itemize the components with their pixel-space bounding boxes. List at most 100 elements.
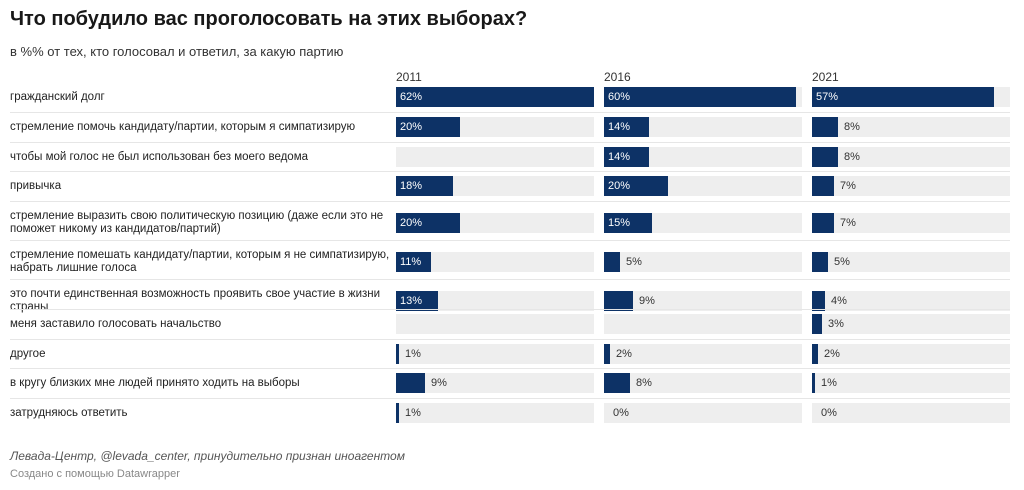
bar-track: 15% [604, 213, 802, 233]
bar-track: 57% [812, 87, 1010, 107]
category-label: чтобы мой голос не был использован без м… [10, 150, 308, 163]
bar-track: 9% [396, 373, 594, 393]
bar-track: 14% [604, 147, 802, 167]
bar-2011 [396, 344, 399, 364]
bar-2021 [812, 117, 838, 137]
source-note: Левада-Центр, @levada_center, принудител… [10, 449, 405, 463]
value-label: 18% [400, 180, 423, 192]
value-label: 62% [400, 91, 423, 103]
bar-track: 11% [396, 252, 594, 272]
category-label: привычка [10, 179, 62, 192]
year-header-2011: 2011 [396, 70, 422, 84]
bar-2021 [812, 291, 825, 311]
bar-2016 [604, 147, 649, 167]
bar-2016 [604, 213, 652, 233]
value-label: 7% [840, 180, 856, 192]
value-label: 5% [626, 256, 642, 268]
row-divider [10, 309, 1010, 310]
bar-track: 20% [396, 117, 594, 137]
bar-2021 [812, 87, 994, 107]
bar-2016 [604, 252, 620, 272]
value-label: 9% [431, 377, 447, 389]
value-label: 8% [844, 151, 860, 163]
bar-track: 20% [604, 176, 802, 196]
bar-track: 2% [812, 344, 1010, 364]
bar-track: 5% [812, 252, 1010, 272]
value-label: 1% [821, 377, 837, 389]
bar-2021 [812, 314, 822, 334]
value-label: 14% [608, 151, 631, 163]
row-divider [10, 368, 1010, 369]
category-label: меня заставило голосовать начальство [10, 317, 222, 330]
row-divider [10, 398, 1010, 399]
bar-2011 [396, 373, 425, 393]
category-label: это почти единственная возможность прояв… [10, 288, 381, 313]
value-label: 2% [824, 348, 840, 360]
bar-2011 [396, 291, 438, 311]
bar-2021 [812, 373, 815, 393]
row-divider [10, 339, 1010, 340]
year-header-2016: 2016 [604, 70, 631, 84]
value-label: 0% [821, 407, 837, 419]
bar-track [396, 147, 594, 167]
bar-2016 [604, 117, 649, 137]
year-header-2021: 2021 [812, 70, 839, 84]
bar-2011 [396, 176, 453, 196]
value-label: 60% [608, 91, 631, 103]
bar-track: 60% [604, 87, 802, 107]
value-label: 4% [831, 295, 847, 307]
row-divider [10, 240, 1010, 241]
bar-2021 [812, 252, 828, 272]
bar-track: 8% [812, 147, 1010, 167]
bar-2011 [396, 213, 460, 233]
bar-2016 [604, 176, 668, 196]
value-label: 0% [613, 407, 629, 419]
bar-track: 0% [604, 403, 802, 423]
bar-track: 2% [604, 344, 802, 364]
row-divider [10, 142, 1010, 143]
value-label: 20% [400, 217, 423, 229]
bar-2016 [604, 344, 610, 364]
category-label: гражданский долг [10, 90, 105, 103]
value-label: 2% [616, 348, 632, 360]
credit-note: Создано с помощью Datawrapper [10, 468, 180, 480]
chart-subtitle: в %% от тех, кто голосовал и ответил, за… [10, 44, 344, 59]
value-label: 57% [816, 91, 839, 103]
bar-2011 [396, 87, 594, 107]
value-label: 1% [405, 348, 421, 360]
bar-2011 [396, 117, 460, 137]
value-label: 15% [608, 217, 631, 229]
bar-track: 3% [812, 314, 1010, 334]
value-label: 8% [636, 377, 652, 389]
value-label: 5% [834, 256, 850, 268]
bar-track: 1% [812, 373, 1010, 393]
bar-track: 1% [396, 344, 594, 364]
bar-track: 20% [396, 213, 594, 233]
value-label: 9% [639, 295, 655, 307]
chart-title: Что побудило вас проголосовать на этих в… [10, 8, 528, 30]
bar-2011 [396, 403, 399, 423]
category-label: затрудняюсь ответить [10, 406, 128, 419]
bar-track: 14% [604, 117, 802, 137]
row-divider [10, 171, 1010, 172]
bar-2021 [812, 344, 818, 364]
bar-2021 [812, 176, 834, 196]
bar-track: 8% [812, 117, 1010, 137]
row-divider [10, 112, 1010, 113]
bar-track: 5% [604, 252, 802, 272]
bar-track: 9% [604, 291, 802, 311]
value-label: 20% [608, 180, 631, 192]
value-label: 13% [400, 295, 423, 307]
bar-track [396, 314, 594, 334]
bar-2016 [604, 373, 630, 393]
category-label: в кругу близких мне людей принято ходить… [10, 376, 300, 389]
category-label: стремление помешать кандидату/партии, ко… [10, 249, 390, 274]
row-divider [10, 201, 1010, 202]
value-label: 11% [400, 256, 422, 268]
value-label: 20% [400, 121, 423, 133]
category-label: стремление помочь кандидату/партии, кото… [10, 120, 356, 133]
bar-track: 1% [396, 403, 594, 423]
bar-track [604, 314, 802, 334]
bar-track: 8% [604, 373, 802, 393]
value-label: 1% [405, 407, 421, 419]
